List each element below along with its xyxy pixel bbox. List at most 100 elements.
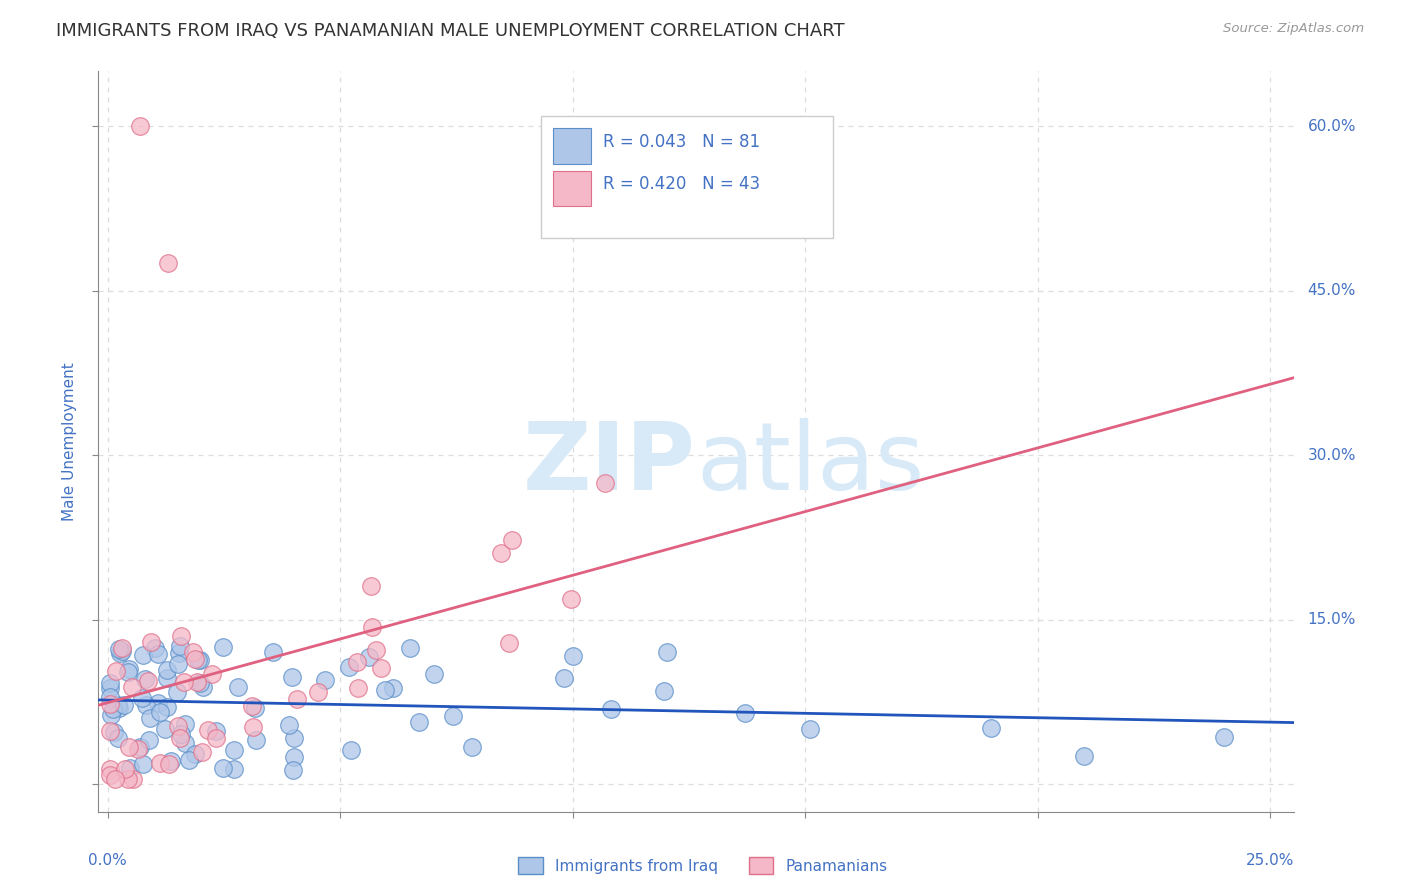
Point	[382, 681, 405, 695]
Point	[408, 715, 430, 730]
Point	[283, 763, 305, 777]
Point	[159, 755, 181, 769]
Point	[131, 691, 153, 706]
Point	[399, 640, 422, 655]
Text: 30.0%: 30.0%	[1308, 448, 1355, 463]
Point	[307, 685, 329, 699]
Point	[188, 653, 211, 667]
Point	[283, 731, 305, 746]
Point	[104, 772, 127, 786]
Point	[129, 740, 152, 755]
Point	[599, 702, 621, 716]
Point	[105, 664, 128, 678]
Point	[280, 670, 302, 684]
Point	[167, 657, 190, 671]
Point	[107, 698, 129, 713]
Text: R = 0.420   N = 43: R = 0.420 N = 43	[603, 175, 759, 193]
Point	[262, 645, 284, 659]
Point	[173, 717, 195, 731]
Point	[117, 772, 139, 786]
Point	[287, 691, 309, 706]
Point	[132, 648, 155, 662]
Point	[103, 725, 125, 739]
Point	[423, 667, 446, 681]
Point	[170, 629, 193, 643]
Point	[204, 731, 226, 745]
Point	[118, 760, 141, 774]
Point	[181, 645, 204, 659]
Point	[360, 579, 382, 593]
Point	[204, 724, 226, 739]
FancyBboxPatch shape	[553, 128, 591, 164]
Point	[153, 722, 176, 736]
Point	[148, 756, 170, 771]
Point	[191, 745, 214, 759]
Point	[370, 661, 392, 675]
Point	[314, 673, 336, 687]
Point	[501, 533, 523, 547]
Point	[139, 711, 162, 725]
Point	[228, 680, 250, 694]
Point	[211, 640, 233, 655]
Point	[118, 662, 141, 676]
Point	[245, 732, 267, 747]
FancyBboxPatch shape	[553, 170, 591, 206]
Text: R = 0.043   N = 81: R = 0.043 N = 81	[603, 133, 759, 151]
Point	[121, 772, 143, 786]
Point	[166, 684, 188, 698]
Point	[224, 743, 246, 757]
Text: IMMIGRANTS FROM IRAQ VS PANAMANIAN MALE UNEMPLOYMENT CORRELATION CHART: IMMIGRANTS FROM IRAQ VS PANAMANIAN MALE …	[56, 22, 845, 40]
Point	[103, 702, 125, 716]
Point	[201, 667, 224, 681]
Point	[184, 747, 207, 761]
Point	[173, 736, 195, 750]
Point	[980, 721, 1002, 735]
Y-axis label: Male Unemployment: Male Unemployment	[62, 362, 77, 521]
Point	[98, 675, 121, 690]
Point	[98, 762, 121, 776]
Point	[441, 708, 464, 723]
Point	[100, 708, 122, 723]
Point	[347, 681, 370, 695]
Point	[107, 642, 129, 657]
Point	[111, 640, 134, 655]
Point	[132, 756, 155, 771]
Point	[98, 690, 121, 704]
Point	[460, 739, 482, 754]
Point	[110, 644, 132, 658]
Point	[156, 671, 179, 685]
Point	[129, 119, 152, 133]
Point	[240, 699, 263, 714]
Text: ZIP: ZIP	[523, 417, 696, 509]
Point	[112, 698, 135, 713]
Point	[169, 731, 191, 745]
Point	[197, 723, 219, 737]
Point	[127, 742, 149, 756]
Point	[337, 660, 360, 674]
Point	[157, 256, 180, 270]
Legend: Immigrants from Iraq, Panamanians: Immigrants from Iraq, Panamanians	[512, 851, 894, 880]
Point	[98, 681, 121, 695]
Point	[169, 640, 191, 654]
Point	[346, 655, 368, 669]
Point	[98, 698, 121, 712]
FancyBboxPatch shape	[541, 116, 834, 238]
Point	[143, 641, 166, 656]
Text: 60.0%: 60.0%	[1308, 119, 1355, 134]
Point	[167, 719, 190, 733]
Point	[191, 680, 214, 694]
Point	[652, 684, 675, 698]
Point	[799, 722, 821, 736]
Point	[657, 645, 679, 659]
Point	[283, 750, 305, 764]
Point	[560, 592, 582, 607]
Point	[169, 646, 191, 660]
Point	[187, 653, 209, 667]
Point	[114, 762, 136, 776]
Point	[156, 663, 179, 677]
Point	[374, 683, 396, 698]
Point	[139, 635, 162, 649]
Point	[121, 681, 143, 695]
Point	[242, 720, 264, 734]
Point	[364, 643, 387, 657]
